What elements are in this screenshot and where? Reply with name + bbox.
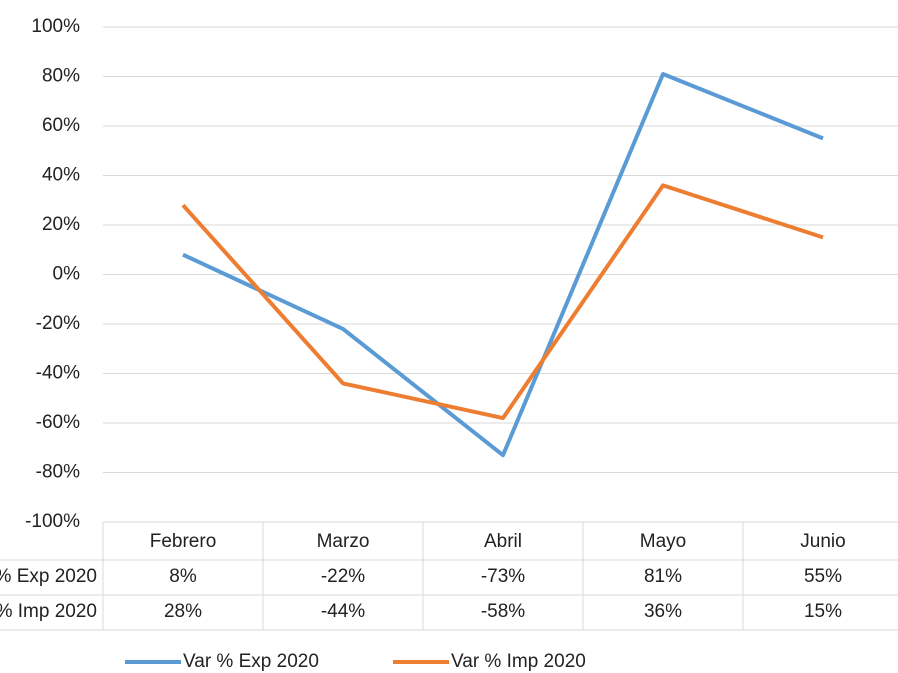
- table-value: 55%: [804, 566, 842, 587]
- table-value: -22%: [321, 566, 365, 587]
- x-tick-label: Abril: [484, 531, 522, 552]
- y-tick-label: 0%: [53, 264, 81, 285]
- table-value: -44%: [321, 601, 365, 622]
- table-value: -58%: [481, 601, 525, 622]
- table-row-label: Var % Exp 2020: [0, 566, 97, 587]
- series-line: [181, 183, 824, 421]
- y-tick-label: -60%: [36, 412, 80, 433]
- table-value: 15%: [804, 601, 842, 622]
- y-tick-label: -80%: [36, 462, 80, 483]
- y-tick-label: 60%: [42, 115, 80, 136]
- legend-label: Var % Imp 2020: [451, 651, 586, 672]
- y-tick-label: 100%: [31, 16, 80, 37]
- legend-label: Var % Exp 2020: [183, 651, 319, 672]
- x-tick-label: Junio: [800, 531, 845, 552]
- table-value: -73%: [481, 566, 525, 587]
- series-line: [182, 72, 824, 458]
- y-tick-label: 80%: [42, 66, 80, 87]
- y-tick-label: -40%: [36, 363, 80, 384]
- y-tick-label: 20%: [42, 214, 80, 235]
- table-value: 28%: [164, 601, 202, 622]
- y-tick-label: -20%: [36, 313, 80, 334]
- table-value: 8%: [169, 566, 197, 587]
- x-tick-label: Febrero: [150, 531, 217, 552]
- y-tick-label: -100%: [25, 511, 80, 532]
- y-tick-label: 40%: [42, 165, 80, 186]
- x-tick-label: Marzo: [317, 531, 370, 552]
- table-value: 36%: [644, 601, 682, 622]
- table-row-label: Var % Imp 2020: [0, 601, 97, 622]
- table-value: 81%: [644, 566, 682, 587]
- x-tick-label: Mayo: [640, 531, 686, 552]
